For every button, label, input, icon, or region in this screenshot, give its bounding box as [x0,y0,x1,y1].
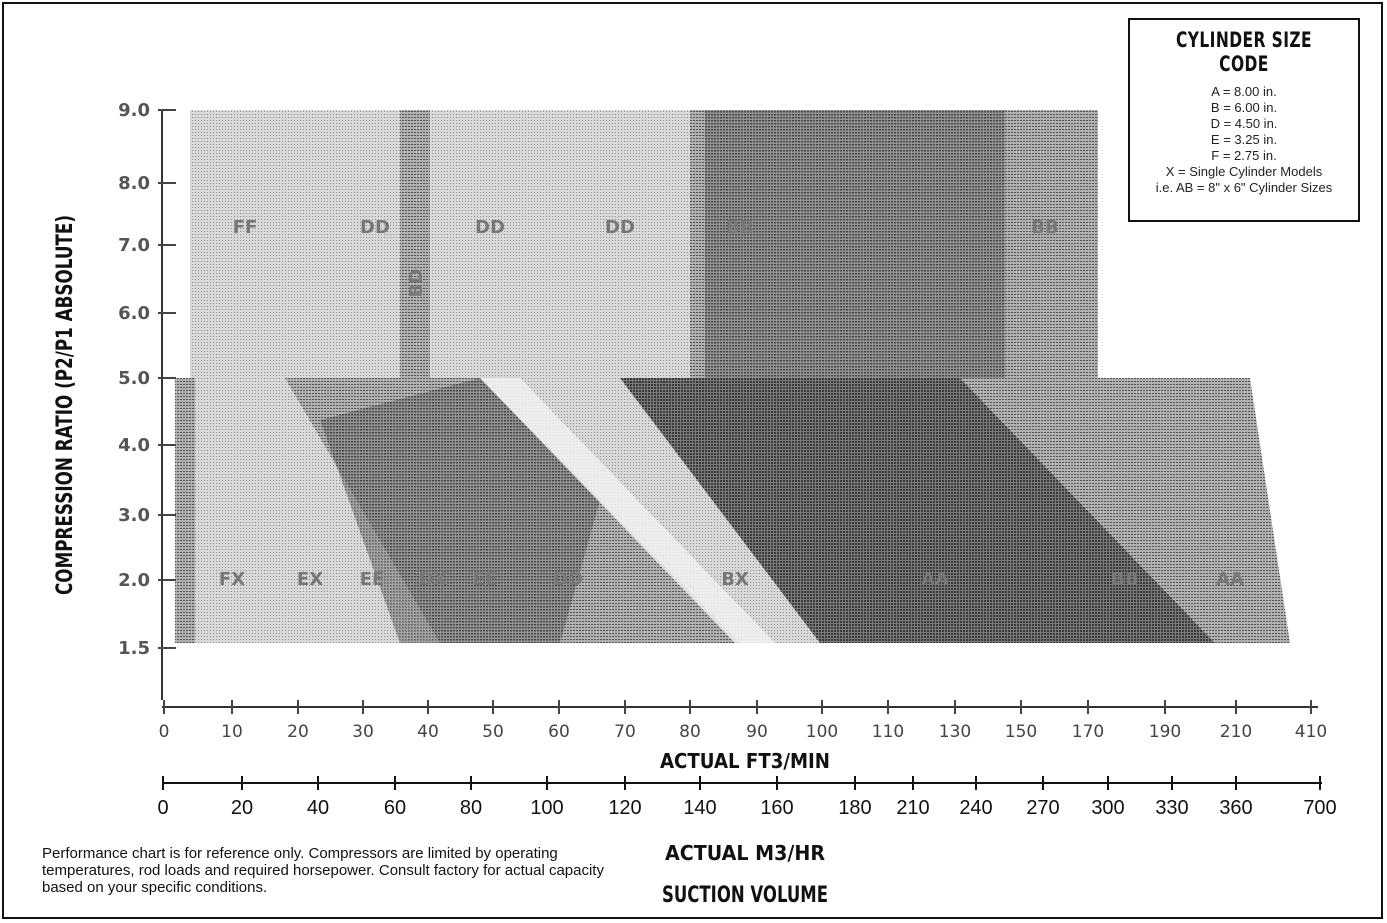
x2-tick-label: 360 [1219,797,1252,819]
legend-line: E = 3.25 in. [1210,132,1278,147]
x2-tick-label: 20 [231,797,253,819]
zone-label-upper: DD [605,217,635,238]
x2-tick-label: 80 [460,797,482,819]
zone-label-bd: BD [406,269,427,298]
legend-line: F = 2.75 in. [1211,148,1277,163]
x2-tick-label: 300 [1091,797,1124,819]
x2-tick-label: 330 [1155,797,1188,819]
zone-upper-dark [705,110,1005,378]
zone-white-band [480,378,775,643]
zone-lower-left-edge [175,378,195,643]
x-tick-label: 80 [679,722,701,742]
zone-label-upper: BB [1031,217,1058,238]
x2-tick-label: 160 [760,797,793,819]
x2-tick-label: 180 [838,797,871,819]
x-axis-title: ACTUAL FT3/MIN [660,749,830,773]
x2-axis-title: ACTUAL M3/HR [665,841,825,865]
x-tick-label: 210 [1220,722,1252,742]
x-tick-label: 60 [548,722,570,742]
zone-lower-right-dark [620,378,1215,643]
y-axis-title: COMPRESSION RATIO (P2/P1 ABSOLUTE) [53,215,78,595]
zone-label-lower: EX [297,569,323,590]
zone-label-upper: BB [726,217,753,238]
zone-label-lower: FX [219,569,245,590]
y-tick-label: 1.5 [118,638,150,659]
x2-tick-label: 140 [683,797,716,819]
x-tick-label: 70 [614,722,636,742]
legend-line: A = 8.00 in. [1211,84,1277,99]
zone-label-lower: EE [360,569,385,590]
x-tick-label: 110 [872,722,904,742]
x2-tick-label: 40 [307,797,329,819]
y-tick-label: 2.0 [118,570,150,591]
suction-volume-caption: SUCTION VOLUME [662,883,828,908]
x-tick-label: 0 [159,722,170,742]
zone-label-lower: AA [1216,569,1244,590]
legend-line: i.e. AB = 8" x 6" Cylinder Sizes [1155,180,1333,195]
x2-tick-label: 120 [608,797,641,819]
x-tick-label: 190 [1149,722,1181,742]
x2-tick-label: 100 [530,797,563,819]
zone-label-lower: BX [721,569,749,590]
zone-lower-far-right [960,378,1290,643]
x-tick-label: 30 [352,722,374,742]
y-tick-label: 4.0 [118,435,150,456]
zone-bd-strip [400,110,430,378]
capacity-zones [175,110,1290,643]
zone-label-lower: AA [921,569,949,590]
zone-label-lower: DX [419,569,448,590]
legend-line: X = Single Cylinder Models [1165,164,1323,179]
cylinder-size-legend: CYLINDER SIZE CODE A = 8.00 in. B = 6.00 … [1128,18,1360,222]
x2-tick-label: 210 [896,797,929,819]
zone-lower-dark [320,378,600,643]
y-tick-label: 7.0 [118,235,150,256]
x-tick-label: 10 [221,722,243,742]
zone-label-upper: FF [233,217,258,238]
zone-label-lower: BB [1111,569,1138,590]
x2-tick-label: 60 [384,797,406,819]
x-tick-label: 150 [1005,722,1037,742]
x-tick-label: 100 [806,722,838,742]
x-tick-label: 410 [1295,722,1327,742]
x2-tick-label: 240 [959,797,992,819]
x-tick-label: 90 [746,722,768,742]
x-tick-label: 50 [482,722,504,742]
x-tick-label: 170 [1072,722,1104,742]
y-tick-label: 9.0 [118,100,150,121]
y-tick-label: 5.0 [118,368,150,389]
zone-label-lower: DD [553,569,583,590]
zone-label-upper: DD [360,217,390,238]
zone-upper-left [190,110,690,378]
x-tick-label: 130 [939,722,971,742]
zone-label-upper: DD [475,217,505,238]
x2-tick-label: 0 [157,797,168,819]
legend-title: CYLINDER SIZE CODE [1175,28,1313,76]
y-tick-label: 8.0 [118,173,150,194]
x-tick-label: 20 [287,722,309,742]
y-tick-label: 3.0 [118,505,150,526]
legend-line: D = 4.50 in. [1210,116,1278,131]
x2-tick-label: 700 [1303,797,1336,819]
legend-lines: A = 8.00 in. B = 6.00 in. D = 4.50 in. E = … [1130,84,1358,196]
legend-line: B = 6.00 in. [1210,100,1278,115]
performance-footnote: Performance chart is for reference only.… [42,845,604,896]
x2-tick-label: 270 [1026,797,1059,819]
zone-label-lower: EE [473,569,498,590]
y-tick-label: 6.0 [118,303,150,324]
x-tick-label: 40 [417,722,439,742]
